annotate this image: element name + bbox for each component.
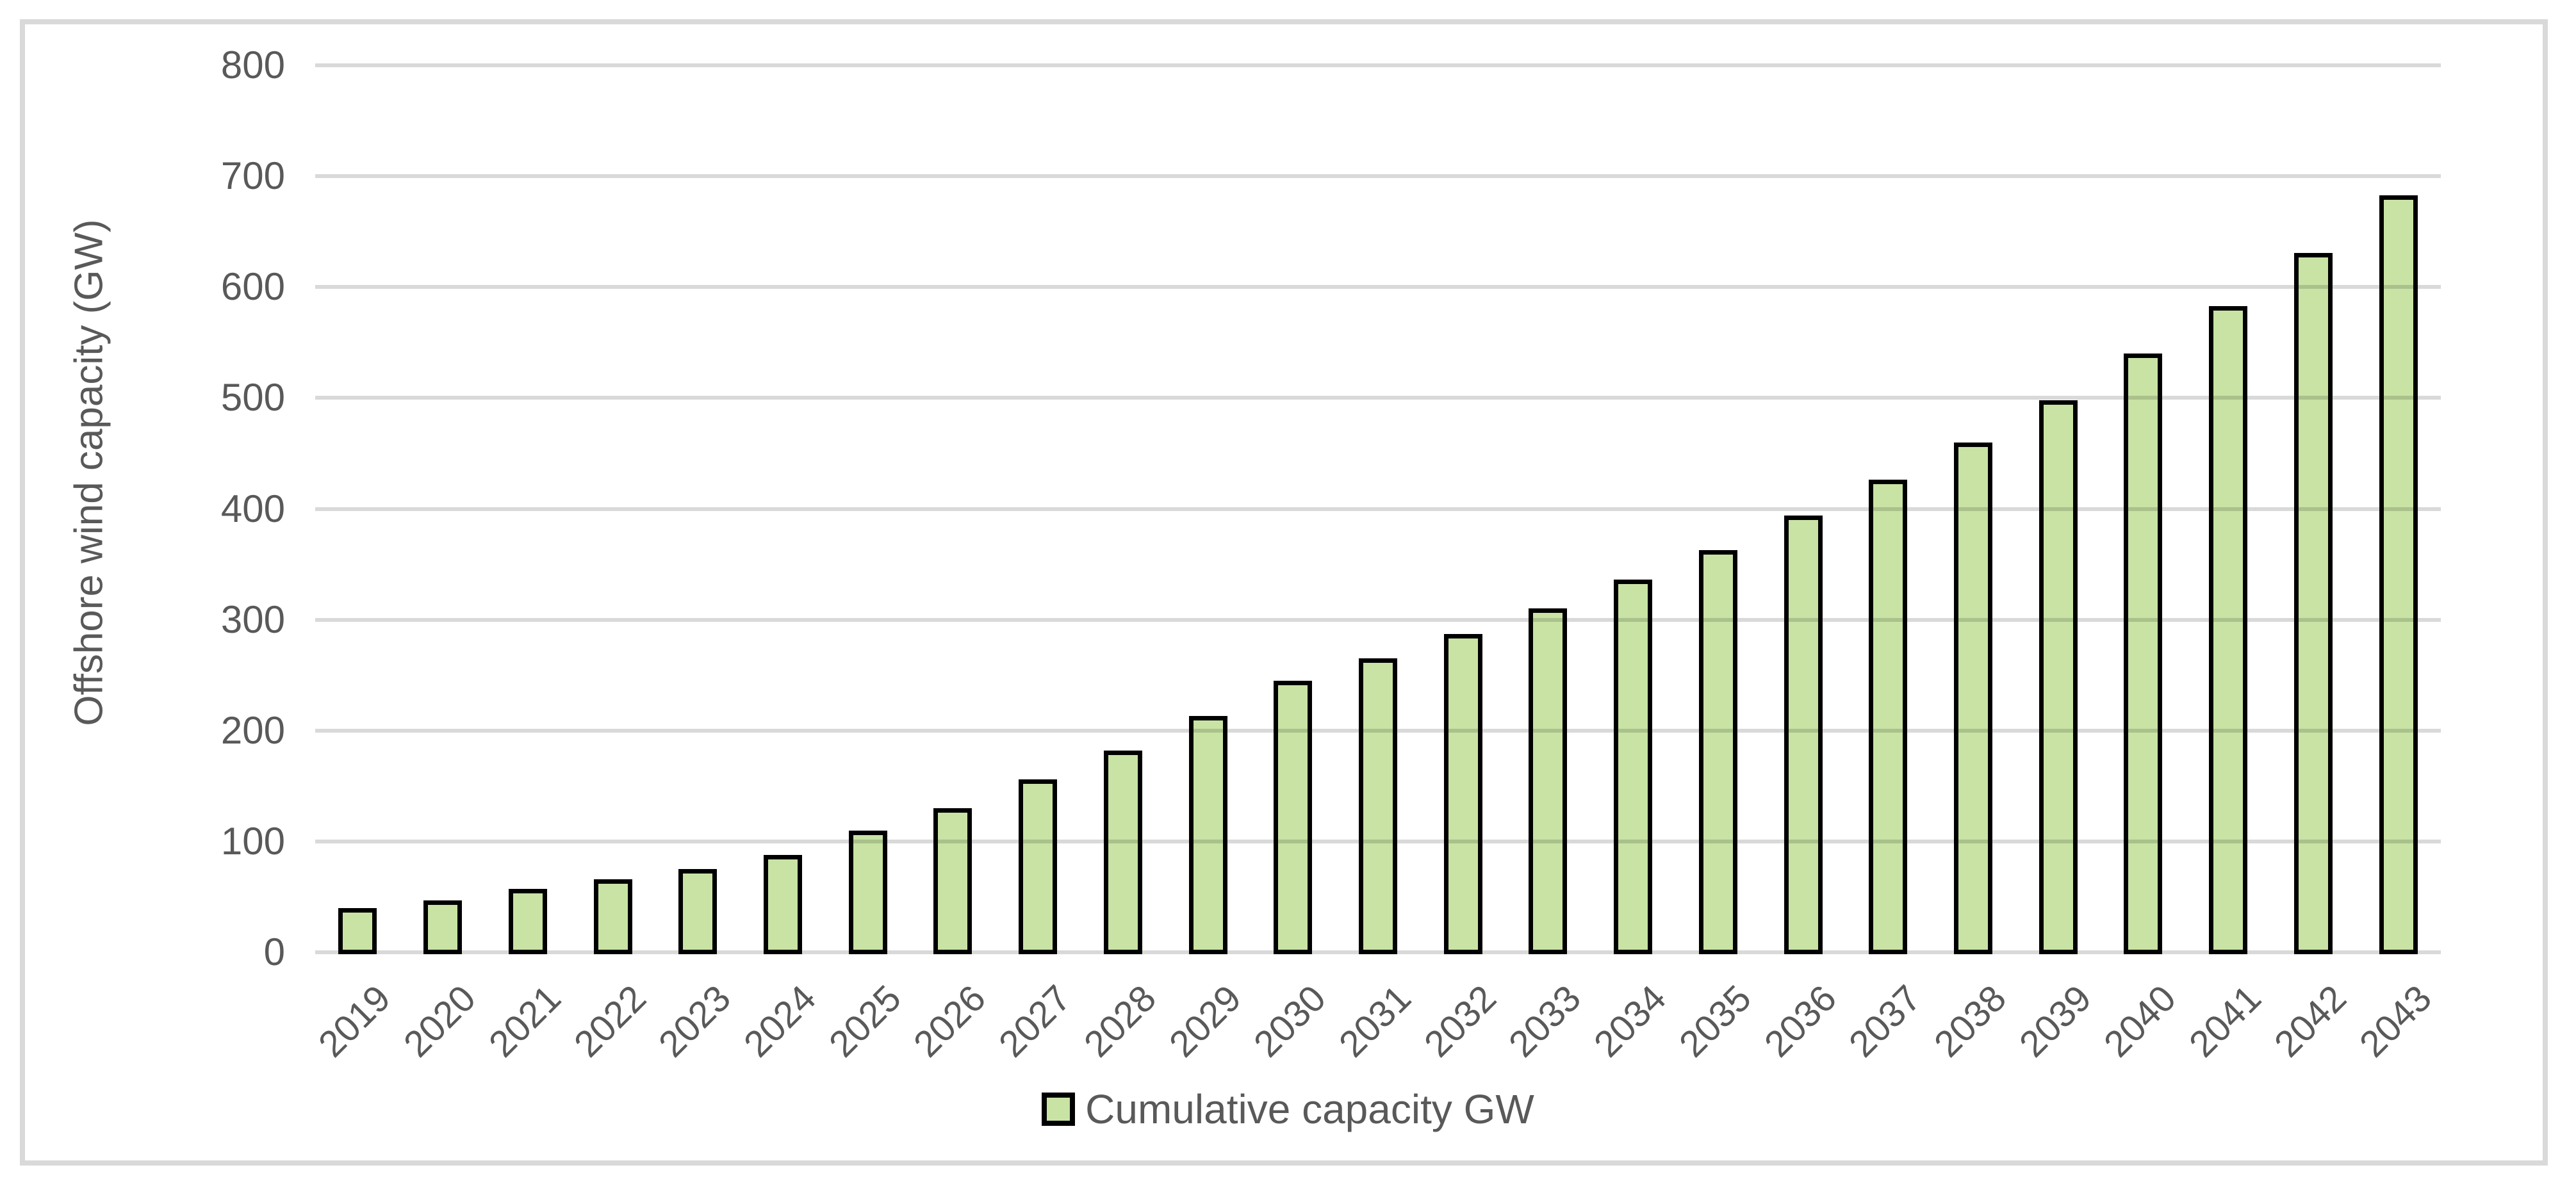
y-tick-label-600: 600	[220, 265, 285, 309]
bar-2022[interactable]	[593, 879, 632, 954]
y-tick-label-700: 700	[220, 154, 285, 198]
bar-2028[interactable]	[1103, 750, 1142, 954]
y-tick-label-100: 100	[220, 819, 285, 863]
bar-2023[interactable]	[678, 869, 718, 954]
gridline-500	[315, 396, 2441, 400]
bar-2035[interactable]	[1698, 549, 1737, 954]
bar-2029[interactable]	[1188, 716, 1227, 954]
y-tick-label-200: 200	[220, 708, 285, 752]
bar-2021[interactable]	[508, 889, 547, 954]
bar-2020[interactable]	[423, 900, 463, 954]
y-axis-title: Offshore wind capacity (GW)	[67, 219, 111, 726]
legend[interactable]: Cumulative capacity GW	[0, 1084, 2576, 1135]
y-tick-label-800: 800	[220, 44, 285, 86]
legend-label: Cumulative capacity GW	[1085, 1086, 1534, 1132]
bar-2036[interactable]	[1784, 515, 1823, 954]
gridline-400	[315, 507, 2441, 511]
gridline-600	[315, 285, 2441, 289]
bar-2032[interactable]	[1443, 634, 1482, 954]
bar-2043[interactable]	[2379, 195, 2418, 954]
gridline-300	[315, 617, 2441, 622]
bar-2030[interactable]	[1274, 680, 1313, 954]
bar-2042[interactable]	[2293, 252, 2333, 954]
bar-2041[interactable]	[2209, 305, 2248, 954]
bar-2019[interactable]	[338, 907, 377, 954]
bar-2040[interactable]	[2124, 354, 2163, 954]
gridline-200	[315, 728, 2441, 733]
y-tick-label-300: 300	[220, 598, 285, 641]
bar-2025[interactable]	[848, 830, 887, 954]
gridline-100	[315, 839, 2441, 843]
bar-2038[interactable]	[1954, 442, 1993, 954]
y-tick-label-400: 400	[220, 487, 285, 530]
bar-2024[interactable]	[763, 854, 802, 954]
bar-2033[interactable]	[1529, 608, 1568, 954]
bar-2027[interactable]	[1019, 779, 1058, 954]
bar-2039[interactable]	[2039, 400, 2078, 954]
bar-2037[interactable]	[1869, 480, 1908, 954]
gridline-0	[315, 950, 2441, 954]
y-tick-label-0: 0	[263, 931, 285, 973]
bar-2034[interactable]	[1614, 580, 1653, 954]
legend-swatch-cumulative-capacity	[1042, 1093, 1076, 1126]
gridline-800	[315, 63, 2441, 67]
bar-2031[interactable]	[1359, 658, 1397, 954]
bar-2026[interactable]	[933, 808, 972, 954]
gridline-700	[315, 174, 2441, 179]
y-tick-label-500: 500	[220, 376, 285, 419]
plot-area	[315, 58, 2441, 964]
